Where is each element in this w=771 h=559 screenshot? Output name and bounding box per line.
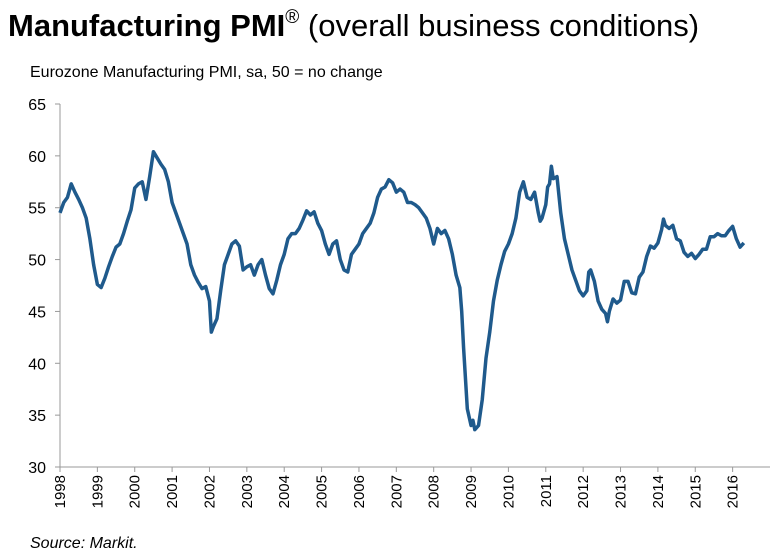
source: Source: Markit. (30, 535, 138, 552)
y-tick-label: 55 (28, 201, 46, 218)
x-tick-label: 2016 (725, 475, 742, 508)
x-tick-label: 2010 (500, 475, 517, 508)
x-tick-label: 2007 (388, 475, 405, 508)
x-tick-label: 2000 (127, 475, 144, 508)
x-tick-label: 2008 (426, 475, 443, 508)
x-tick-label: 2003 (239, 475, 256, 508)
x-tick-label: 2002 (201, 475, 218, 508)
x-tick-label: 1999 (89, 475, 106, 508)
series-line (58, 149, 746, 432)
x-tick-label: 2004 (276, 475, 293, 508)
title-main: Manufacturing PMI (8, 8, 285, 43)
x-tick-label: 2012 (575, 475, 592, 508)
x-tick-label: 2009 (463, 475, 480, 508)
x-tick-label: 2013 (613, 475, 630, 508)
y-tick-label: 45 (28, 304, 46, 321)
x-tick-label: 1998 (52, 475, 69, 508)
y-tick-label: 65 (28, 97, 46, 114)
x-tick-label: 2005 (314, 475, 331, 508)
y-tick-label: 35 (28, 408, 46, 425)
subtitle: Eurozone Manufacturing PMI, sa, 50 = no … (30, 64, 383, 81)
x-tick-label: 2006 (351, 475, 368, 508)
y-tick-label: 60 (28, 149, 46, 166)
x-tick-label: 2011 (538, 475, 555, 507)
y-tick-label: 40 (28, 356, 46, 373)
x-tick-label: 2015 (687, 475, 704, 508)
chart-title: Manufacturing PMI® (overall business con… (8, 7, 699, 43)
title-mark: ® (285, 7, 299, 28)
y-tick-label: 30 (28, 460, 46, 477)
y-tick-label: 50 (28, 253, 46, 270)
x-tick-label: 2001 (164, 475, 181, 508)
x-tick-label: 2014 (650, 475, 667, 508)
title-suffix: (overall business conditions) (299, 8, 699, 43)
